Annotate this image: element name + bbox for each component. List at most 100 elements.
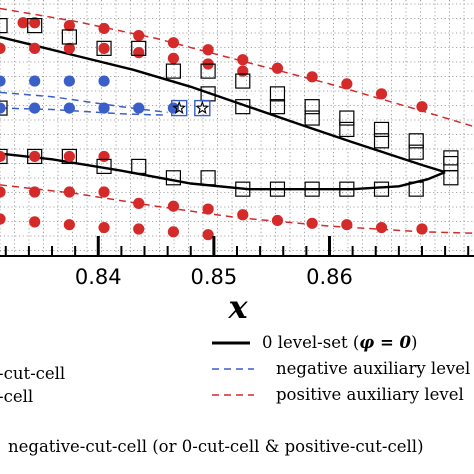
positive-cell-point-0 [17,17,29,29]
negative-cell-point-8 [133,102,145,114]
negative-cell-point-1 [29,75,41,87]
negative-cut-cell-point-1 [194,99,211,117]
0-cut-cell-point-10 [339,110,355,126]
0-cut-cell-point-31 [304,181,320,197]
0-cut-cell-point-15 [235,99,251,115]
star-icon [195,100,210,115]
x-axis-ticks: 0.84 0.85 0.86 [4,236,470,289]
legend-label-negative-aux: negative auxiliary level [276,359,470,378]
legend-label-negative-cut-cell: negative-cut-cell (or 0-cut-cell & posit… [8,437,424,456]
positive-cell-point-37 [416,223,428,235]
0-cut-cell-point-11 [373,121,390,138]
negative-cell-point-4 [0,102,6,114]
positive-cell-point-2 [63,20,75,32]
0-cut-cell-point-24 [61,148,77,165]
0-cut-cell-point-16 [269,99,286,115]
legend-label-positive-aux: positive auxiliary level [276,385,464,404]
x-axis-label: x [227,288,248,326]
star-box [194,99,211,117]
0-cut-cell-point-6 [200,63,216,79]
positive-cell-point-43 [167,226,180,238]
positive-cell-point-12 [416,101,428,113]
legend-label-phi: φ = 0 [359,333,411,352]
positive-cell-point-23 [63,150,75,163]
0-cut-cell-point-19 [373,133,390,149]
legend-entry-zero-level-set: 0 level-set (φ = 0) [212,333,417,352]
0-cut-cell-point-4 [131,40,147,56]
positive-cell-point-36 [375,221,388,234]
legend-label-cut-cell-partial: -cut-cell [0,364,65,383]
plot-background [0,0,474,256]
positive-cell-point-17 [133,47,145,59]
positive-cell-point-42 [133,223,145,235]
star-icon [172,100,187,115]
0-cut-cell-point-1 [27,18,43,34]
cell-markers [0,17,459,241]
0-cut-cell-point-32 [339,181,355,197]
negative-cell-point-3 [98,75,110,87]
positive-cell-point-13 [0,42,6,54]
legend-label-prefix: 0 level-set ( [262,333,359,352]
positive-cell-point-10 [341,78,353,90]
positive-cell-point-8 [271,62,284,74]
0-cut-cell-point-33 [373,181,390,197]
positive-cell-point-1 [29,17,41,29]
0-cut-cell-point-28 [200,170,216,186]
positive-cell-point-41 [98,221,110,234]
legend-entry-negative-aux: negative auxiliary level [212,359,470,378]
positive-cell-point-4 [133,29,145,42]
legend-label-cell-partial: -cell [0,387,33,406]
0-cut-cell-point-22 [0,148,8,165]
positive-cell-point-21 [0,150,6,163]
positive-cell-point-7 [237,54,249,66]
0-cut-cell-point-26 [131,158,147,174]
0-cut-cell-point-36 [0,100,8,116]
positive-cell-point-16 [98,42,110,54]
0-cut-cell-point-8 [269,86,286,102]
positive-cell-point-35 [341,219,353,231]
positive-cell-point-11 [375,88,388,100]
line-2 [0,91,168,114]
legend: 0 level-set (φ = 0) negative auxiliary l… [0,333,470,456]
negative-cell-point-5 [29,102,41,114]
negative-cut-cell-point-0 [170,99,188,117]
positive-cell-point-25 [0,186,6,198]
positive-cell-point-26 [29,186,41,198]
line-3 [0,107,168,116]
0-cut-cell-point-29 [235,181,251,197]
positive-cell-point-29 [133,197,145,209]
positive-cell-point-24 [98,150,110,163]
positive-cell-point-28 [98,186,110,198]
positive-cell-point-31 [202,203,214,215]
positive-cell-point-14 [29,42,41,54]
positive-cell-point-6 [202,44,214,56]
legend-label-zero-level-set: 0 level-set (φ = 0) [262,333,417,352]
0-cut-cell-point-12 [408,133,424,149]
negative-cell-point-7 [98,102,110,114]
positive-cell-point-30 [167,200,180,212]
positive-cell-point-15 [63,42,75,54]
0-cut-cell-point-9 [304,99,320,115]
positive-cell-point-32 [237,209,249,221]
positive-cell-point-5 [167,37,180,49]
negative-cell-point-0 [0,75,6,87]
x-tick-label-0.86: 0.86 [306,265,353,289]
positive-cell-point-40 [63,219,75,231]
positive-cell-point-38 [0,213,6,225]
0-cut-cell-point-35 [443,170,459,186]
0-cut-cell-point-17 [304,110,320,126]
plot-area: 0.84 0.85 0.86 [0,0,474,289]
x-tick-label-0.85: 0.85 [190,265,237,289]
0-cut-cell-point-30 [269,181,286,197]
positive-cell-point-34 [306,217,318,229]
0-cut-cell-point-23 [27,148,43,165]
x-tick-label-0.84: 0.84 [75,265,122,289]
0-cut-cell-point-3 [96,40,112,56]
0-cut-cell-point-18 [339,121,355,138]
0-cut-cell-point-2 [61,29,77,45]
0-cut-cell-point-25 [96,158,112,174]
positive-cell-point-20 [237,65,249,77]
legend-entry-positive-aux: positive auxiliary level [212,385,464,404]
positive-cell-point-44 [202,229,214,241]
